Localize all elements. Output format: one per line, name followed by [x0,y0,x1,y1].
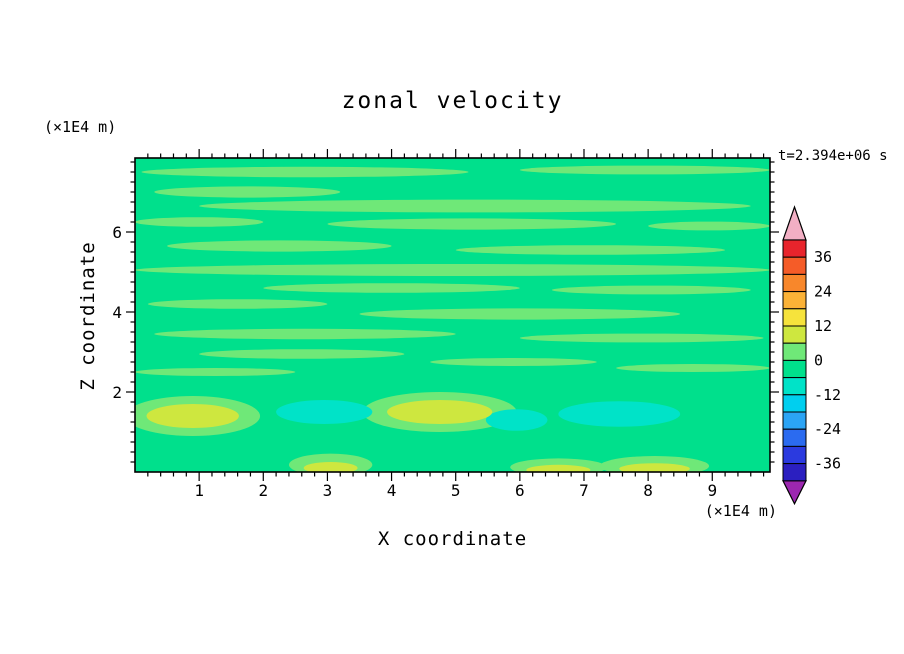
x-axis-label: X coordinate [377,528,528,550]
svg-text:9: 9 [707,481,717,500]
svg-text:4: 4 [387,481,397,500]
axis-ticks [126,149,779,481]
svg-text:-12: -12 [814,386,841,404]
y-tick-labels: 2 4 6 [112,223,122,402]
colorbar-segment [782,325,807,344]
svg-text:3: 3 [323,481,333,500]
colorbar-segment [782,308,807,327]
x-axis-units-label: (×1E4 m) [704,502,777,520]
colorbar [782,205,807,506]
svg-text:-24: -24 [814,420,841,438]
colorbar-segment [782,411,807,430]
contour-field [135,158,770,472]
colorbar-under-arrow [782,480,807,506]
svg-text:1: 1 [194,481,204,500]
colorbar-segment [782,463,807,482]
svg-text:2: 2 [258,481,268,500]
colorbar-segment [782,428,807,447]
colorbar-segment [782,377,807,396]
colorbar-labels: 36 24 12 0 -12 -24 -36 [814,248,841,472]
svg-text:2: 2 [112,383,122,402]
svg-text:-36: -36 [814,455,841,473]
plot-frame [134,157,771,473]
colorbar-over-arrow [782,205,807,241]
svg-text:36: 36 [814,248,832,266]
svg-text:12: 12 [814,317,832,335]
plot-title: zonal velocity [341,88,564,114]
colorbar-segment [782,342,807,361]
z-axis-units-label: (×1E4 m) [44,118,117,136]
svg-text:4: 4 [112,303,122,322]
svg-text:8: 8 [643,481,653,500]
colorbar-segment [782,291,807,310]
colorbar-segment [782,273,807,293]
svg-text:6: 6 [112,223,122,242]
colorbar-segment [782,394,807,413]
svg-text:7: 7 [579,481,589,500]
svg-text:6: 6 [515,481,525,500]
svg-text:24: 24 [814,283,832,301]
colorbar-segment [782,445,807,465]
colorbar-segment [782,239,807,258]
colorbar-segment [782,359,807,379]
svg-text:0: 0 [814,351,823,369]
x-tick-labels: 1 2 3 4 5 6 7 8 9 [194,481,717,500]
colorbar-segment [782,256,807,275]
svg-text:5: 5 [451,481,461,500]
timestamp-label: t=2.394e+06 s [778,148,888,164]
